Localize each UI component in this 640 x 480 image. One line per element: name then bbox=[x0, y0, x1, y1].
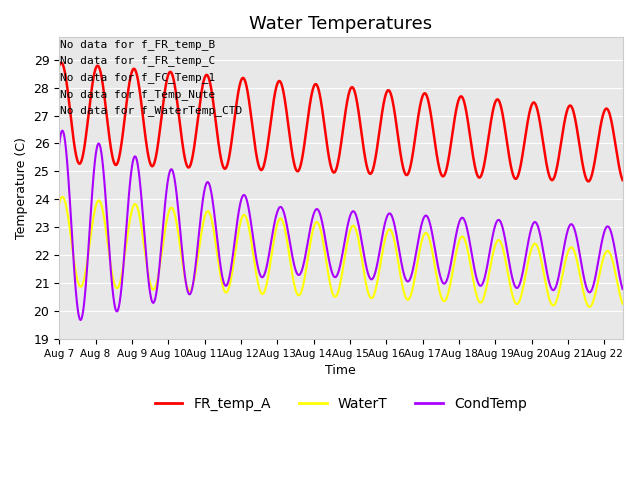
WaterT bbox=[296, 292, 303, 298]
WaterT bbox=[608, 255, 616, 261]
Line: FR_temp_A: FR_temp_A bbox=[59, 63, 623, 181]
Text: No data for f_FR_temp_B: No data for f_FR_temp_B bbox=[60, 39, 215, 50]
WaterT bbox=[58, 194, 66, 200]
FR_temp_A bbox=[55, 63, 63, 69]
FR_temp_A bbox=[296, 165, 303, 171]
Y-axis label: Temperature (C): Temperature (C) bbox=[15, 137, 28, 239]
FR_temp_A bbox=[120, 125, 127, 131]
CondTemp bbox=[154, 284, 161, 290]
CondTemp bbox=[272, 215, 280, 221]
FR_temp_A bbox=[608, 120, 616, 126]
Text: No data for f_Temp_Nute: No data for f_Temp_Nute bbox=[60, 89, 215, 99]
X-axis label: Time: Time bbox=[326, 364, 356, 377]
CondTemp bbox=[77, 317, 84, 323]
Line: WaterT: WaterT bbox=[59, 197, 623, 307]
WaterT bbox=[547, 300, 555, 306]
FR_temp_A bbox=[271, 88, 279, 94]
CondTemp bbox=[296, 271, 304, 277]
CondTemp bbox=[619, 286, 627, 292]
Text: No data for f_FR_temp_C: No data for f_FR_temp_C bbox=[60, 55, 215, 66]
Text: No data for f_FC_Temp_1: No data for f_FC_Temp_1 bbox=[60, 72, 215, 83]
FR_temp_A bbox=[153, 148, 161, 154]
CondTemp bbox=[547, 285, 555, 291]
WaterT bbox=[55, 201, 63, 206]
FR_temp_A bbox=[58, 60, 65, 66]
Legend: FR_temp_A, WaterT, CondTemp: FR_temp_A, WaterT, CondTemp bbox=[149, 391, 532, 417]
CondTemp bbox=[120, 259, 127, 264]
WaterT bbox=[271, 229, 279, 235]
CondTemp bbox=[58, 128, 66, 133]
CondTemp bbox=[608, 232, 616, 238]
FR_temp_A bbox=[584, 179, 592, 184]
Line: CondTemp: CondTemp bbox=[59, 131, 623, 320]
CondTemp bbox=[55, 142, 63, 148]
WaterT bbox=[619, 301, 627, 307]
FR_temp_A bbox=[547, 177, 555, 182]
WaterT bbox=[153, 278, 161, 284]
WaterT bbox=[120, 261, 127, 266]
FR_temp_A bbox=[619, 177, 627, 183]
WaterT bbox=[586, 304, 593, 310]
Text: No data for f_WaterTemp_CTD: No data for f_WaterTemp_CTD bbox=[60, 105, 242, 116]
Title: Water Temperatures: Water Temperatures bbox=[250, 15, 433, 33]
